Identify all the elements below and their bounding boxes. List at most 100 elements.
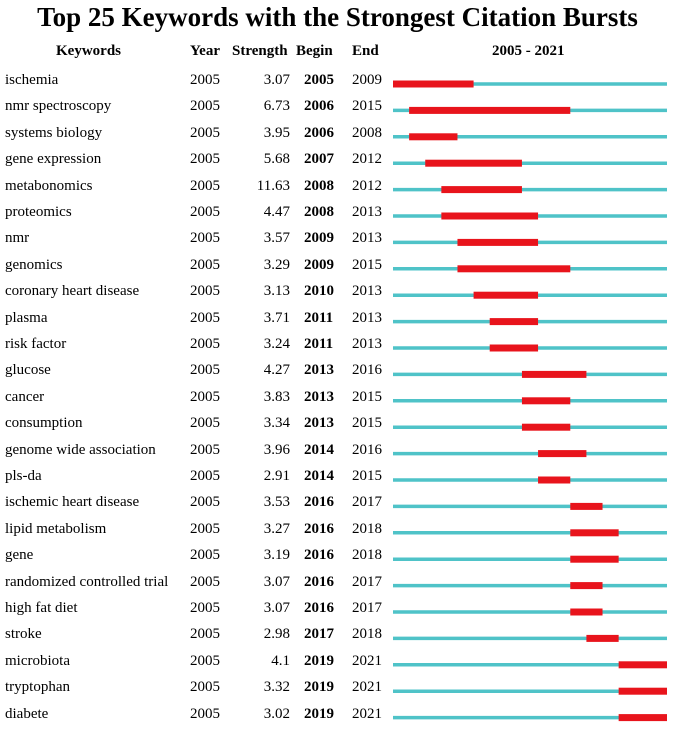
begin-cell: 2016 <box>304 573 334 590</box>
table-row: consumption 2005 3.34 2013 2015 <box>0 413 675 439</box>
year-cell: 2005 <box>190 547 220 564</box>
strength-cell: 3.53 <box>263 494 290 511</box>
strength-cell: 4.47 <box>263 204 290 220</box>
year-cell: 2005 <box>190 177 220 194</box>
begin-cell: 2010 <box>304 283 334 300</box>
strength-cell: 4.27 <box>263 362 290 379</box>
begin-cell: 2006 <box>304 98 334 115</box>
keyword-cell: diabete <box>5 705 49 722</box>
burst-bar <box>618 661 667 669</box>
table-row: randomized controlled trial 2005 3.07 2016 2… <box>0 572 675 598</box>
table-row: gene expression 2005 5.68 2007 2012 <box>0 149 675 175</box>
strength-cell: 3.83 <box>263 388 290 405</box>
end-cell: 2009 <box>352 72 382 88</box>
year-cell: 2005 <box>190 72 220 88</box>
end-cell: 2016 <box>352 441 382 458</box>
begin-cell: 2016 <box>304 547 334 564</box>
strength-cell: 3.07 <box>263 600 290 616</box>
burst-bar <box>570 555 619 563</box>
table-row: nmr spectroscopy 2005 6.73 2006 2015 <box>0 96 675 122</box>
begin-cell: 2013 <box>304 388 334 405</box>
year-cell: 2005 <box>190 230 220 247</box>
table-row: diabete 2005 3.02 2019 2021 <box>0 704 675 730</box>
keyword-cell: ischemic heart disease <box>5 494 140 511</box>
end-cell: 2021 <box>352 652 382 669</box>
keyword-cell: stroke <box>5 626 42 643</box>
end-cell: 2018 <box>352 547 382 564</box>
burst-bar <box>570 608 603 616</box>
keyword-cell: gene <box>5 547 34 564</box>
table-row: gene 2005 3.19 2016 2018 <box>0 545 675 571</box>
burst-bar <box>441 186 522 194</box>
end-cell: 2021 <box>352 679 382 696</box>
keyword-cell: high fat diet <box>5 600 78 616</box>
strength-cell: 3.96 <box>263 441 290 458</box>
burst-bar <box>521 423 571 431</box>
year-cell: 2005 <box>190 98 220 115</box>
begin-cell: 2011 <box>304 309 334 326</box>
keyword-cell: tryptophan <box>5 679 70 696</box>
end-cell: 2012 <box>352 177 382 194</box>
keyword-cell: genomics <box>5 256 63 273</box>
keyword-cell: nmr spectroscopy <box>5 98 112 115</box>
begin-cell: 2006 <box>304 124 334 141</box>
strength-cell: 3.95 <box>263 124 290 141</box>
burst-bar <box>489 318 539 326</box>
keyword-cell: pls-da <box>5 468 42 484</box>
keyword-cell: nmr <box>5 230 30 247</box>
keyword-cell: systems biology <box>5 124 103 141</box>
begin-cell: 2013 <box>304 362 334 379</box>
begin-cell: 2008 <box>304 204 334 220</box>
strength-cell: 3.34 <box>263 415 290 432</box>
keyword-cell: plasma <box>5 309 48 326</box>
strength-cell: 3.27 <box>263 520 290 537</box>
end-cell: 2015 <box>352 98 382 115</box>
year-cell: 2005 <box>190 626 220 643</box>
strength-cell: 6.73 <box>263 98 290 115</box>
begin-cell: 2014 <box>304 441 334 458</box>
table-row: genome wide association 2005 3.96 2014 2016 <box>0 440 675 466</box>
end-cell: 2015 <box>352 415 382 432</box>
burst-bar <box>618 687 667 695</box>
year-cell: 2005 <box>190 204 220 220</box>
end-cell: 2017 <box>352 573 382 590</box>
end-cell: 2021 <box>352 705 382 722</box>
year-cell: 2005 <box>190 652 220 669</box>
end-cell: 2013 <box>352 204 382 220</box>
table-row: nmr 2005 3.57 2009 2013 <box>0 228 675 254</box>
begin-cell: 2009 <box>304 256 334 273</box>
strength-cell: 3.57 <box>263 230 290 247</box>
begin-cell: 2013 <box>304 415 334 432</box>
keyword-cell: cancer <box>5 388 45 405</box>
strength-cell: 3.13 <box>263 283 290 300</box>
strength-cell: 3.32 <box>263 679 290 696</box>
burst-bar <box>441 212 539 220</box>
burst-bar <box>618 714 667 722</box>
table-row: glucose 2005 4.27 2013 2016 <box>0 360 675 386</box>
begin-cell: 2019 <box>304 652 334 669</box>
year-cell: 2005 <box>190 494 220 511</box>
header-end: End <box>352 43 379 59</box>
keyword-cell: risk factor <box>5 336 67 352</box>
burst-bar <box>393 80 474 88</box>
begin-cell: 2008 <box>304 177 334 194</box>
year-cell: 2005 <box>190 441 220 458</box>
year-cell: 2005 <box>190 388 220 405</box>
begin-cell: 2017 <box>304 626 334 643</box>
year-cell: 2005 <box>190 283 220 300</box>
begin-cell: 2011 <box>304 336 334 352</box>
table-row: high fat diet 2005 3.07 2016 2017 <box>0 598 675 624</box>
burst-bar <box>457 265 571 273</box>
burst-bar <box>521 397 571 405</box>
strength-cell: 3.19 <box>263 547 290 564</box>
year-cell: 2005 <box>190 124 220 141</box>
header-year: Year <box>190 43 220 59</box>
year-cell: 2005 <box>190 679 220 696</box>
year-cell: 2005 <box>190 520 220 537</box>
end-cell: 2015 <box>352 256 382 273</box>
strength-cell: 3.02 <box>263 705 290 722</box>
table-row: proteomics 2005 4.47 2008 2013 <box>0 202 675 228</box>
keyword-cell: lipid metabolism <box>5 520 107 537</box>
table-row: plasma 2005 3.71 2011 2013 <box>0 308 675 334</box>
strength-cell: 2.91 <box>263 468 290 484</box>
